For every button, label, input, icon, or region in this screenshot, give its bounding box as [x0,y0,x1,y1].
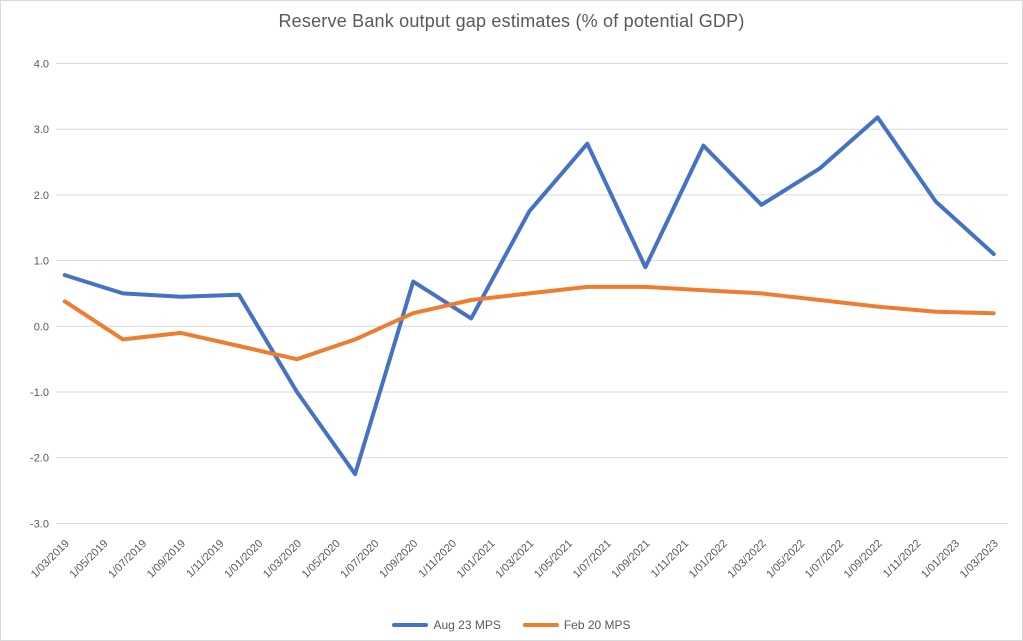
x-axis-tick-label: 1/09/2022 [842,538,885,581]
x-axis-tick-label: 1/11/2020 [417,538,460,581]
legend-label-feb-20-mps: Feb 20 MPS [563,618,631,632]
x-axis-tick-label: 1/01/2023 [919,538,962,581]
x-axis-tick-label: 1/07/2019 [106,538,149,581]
x-axis-tick-label: 1/09/2021 [609,538,652,581]
legend-line-swatch-aug-23-mps [392,623,429,627]
x-axis-tick-label: 1/07/2022 [803,538,846,581]
x-axis-tick-label: 1/05/2021 [532,538,575,581]
y-axis-tick-label: 1.0 [34,256,49,268]
y-axis-tick-label: -2.0 [30,453,49,465]
legend-item-feb-20-mps: Feb 20 MPS [522,618,631,632]
x-axis-tick-label: 1/11/2021 [649,538,692,581]
legend-label-aug-23-mps: Aug 23 MPS [433,618,501,632]
legend-line-swatch-feb-20-mps [522,623,559,627]
y-axis-tick-label: 0.0 [34,321,49,333]
x-axis-tick-label: 1/11/2022 [881,538,924,581]
x-axis-tick-label: 1/09/2019 [145,538,188,581]
y-axis-tick-label: -1.0 [30,387,49,399]
x-axis-tick-label: 1/03/2020 [261,538,304,581]
x-axis-tick-label: 1/01/2021 [455,538,498,581]
legend: Aug 23 MPS Feb 20 MPS [1,618,1022,632]
x-axis-tick-label: 1/03/2021 [493,538,536,581]
x-axis-tick-label: 1/05/2022 [764,538,807,581]
x-axis-tick-label: 1/07/2020 [338,538,381,581]
x-axis-tick-label: 1/03/2019 [29,538,72,581]
y-axis-tick-label: 2.0 [34,190,49,202]
y-axis-tick-label: 4.0 [34,59,49,71]
series-line-aug-23-mps [62,115,996,477]
y-axis-tick-label: 3.0 [34,124,49,136]
x-axis-tick-label: 1/07/2021 [571,538,614,581]
series-line-feb-20-mps [62,284,996,362]
y-axis-tick-label: -3.0 [30,518,49,530]
x-axis-tick-label: 1/11/2019 [184,538,227,581]
x-axis-tick-label: 1/01/2020 [222,538,265,581]
x-axis-tick-label: 1/05/2019 [68,538,111,581]
x-axis-tick-label: 1/03/2022 [726,538,769,581]
x-axis-tick-label: 1/03/2023 [958,538,1001,581]
legend-item-aug-23-mps: Aug 23 MPS [392,618,501,632]
chart-title: Reserve Bank output gap estimates (% of … [278,11,745,31]
x-axis-tick-label: 1/09/2020 [377,538,420,581]
x-axis-tick-label: 1/05/2020 [300,538,343,581]
x-axis-tick-label: 1/01/2022 [687,538,730,581]
